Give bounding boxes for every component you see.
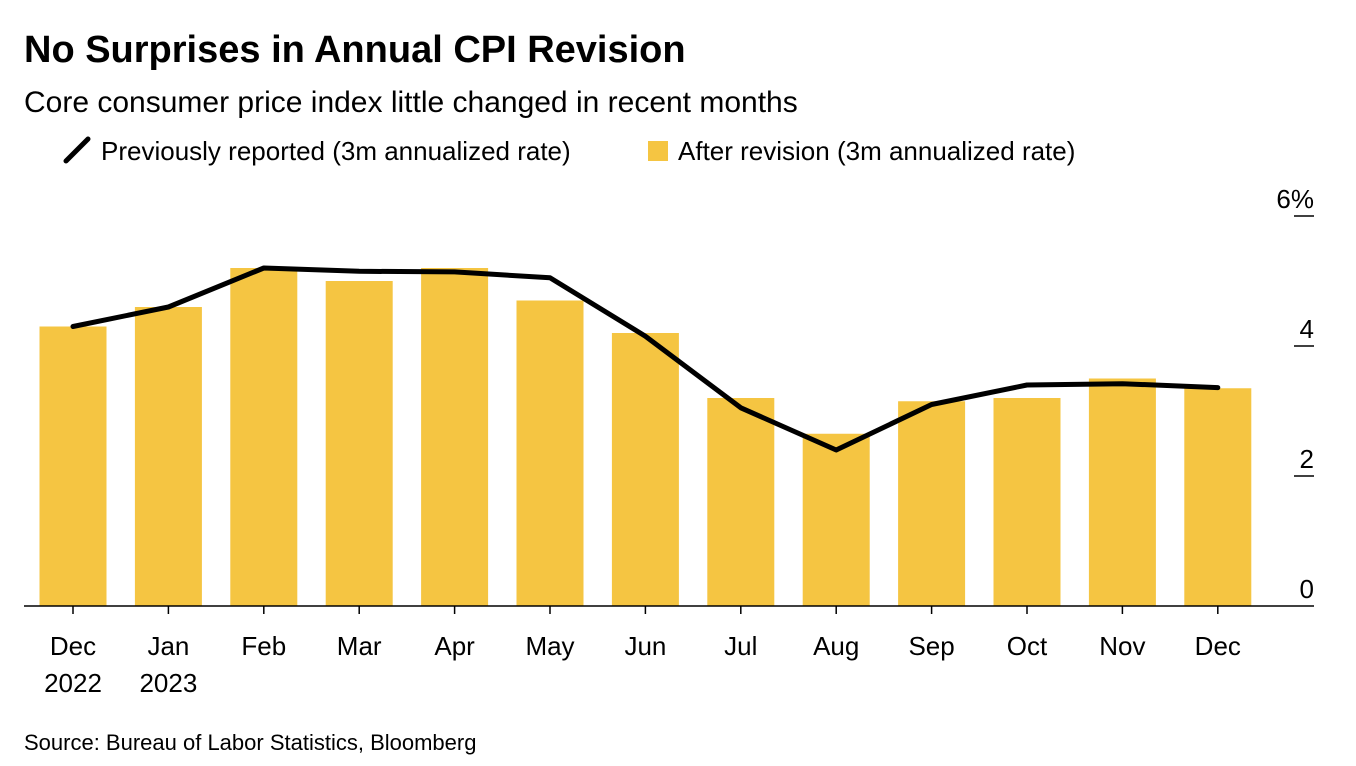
bar — [230, 268, 298, 606]
bar — [1184, 388, 1252, 606]
legend-label-previously-reported: Previously reported (3m annualized rate) — [101, 136, 571, 166]
x-tick-label: Feb — [241, 631, 286, 661]
source-note: Source: Bureau of Labor Statistics, Bloo… — [24, 730, 476, 755]
bar — [516, 300, 584, 606]
bar — [39, 326, 107, 606]
bar — [993, 398, 1061, 606]
plot-area: Dec 2022 Jan 2023 Feb Mar Apr May Jun Jul Aug Sep Oc… — [24, 184, 1314, 698]
x-tick-label: Oct — [1007, 631, 1048, 661]
x-tick-label: May — [525, 631, 574, 661]
x-tick-label: Dec — [50, 631, 96, 661]
chart-title: No Surprises in Annual CPI Revision — [24, 29, 686, 71]
legend-bar-swatch — [648, 141, 668, 161]
x-tick-label-year: 2022 — [44, 668, 102, 698]
y-tick-label: 6% — [1276, 184, 1314, 214]
bar — [134, 307, 202, 606]
chart-subtitle: Core consumer price index little changed… — [24, 86, 798, 119]
x-tick-label: Mar — [337, 631, 382, 661]
bar — [325, 281, 393, 606]
y-tick-label: 4 — [1300, 314, 1314, 344]
x-tick-label: Nov — [1099, 631, 1145, 661]
series-line-previously-reported — [70, 265, 1221, 453]
legend-label-after-revision: After revision (3m annualized rate) — [678, 136, 1075, 166]
bar — [421, 268, 489, 606]
y-tick-label: 2 — [1300, 444, 1314, 474]
x-tick-label: Jan — [147, 631, 189, 661]
x-tick-label: Apr — [434, 631, 475, 661]
bar — [707, 398, 775, 606]
bar — [802, 433, 870, 606]
x-tick-label: Jul — [724, 631, 757, 661]
bar — [898, 401, 966, 606]
legend: Previously reported (3m annualized rate)… — [63, 136, 1075, 166]
x-tick-label: Dec — [1195, 631, 1241, 661]
legend-line-swatch — [63, 136, 91, 164]
y-tick-label: 0 — [1300, 574, 1314, 604]
bar — [611, 333, 679, 606]
x-tick-label-year: 2023 — [139, 668, 197, 698]
bar — [1088, 378, 1156, 606]
x-tick-label: Aug — [813, 631, 859, 661]
x-tick-label: Sep — [908, 631, 954, 661]
x-tick-label: Jun — [624, 631, 666, 661]
